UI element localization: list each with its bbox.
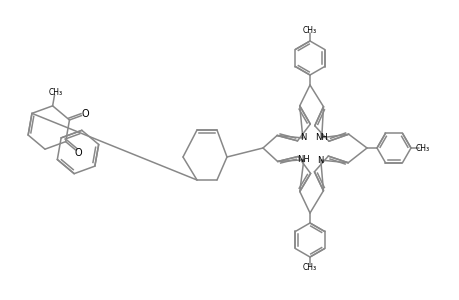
Text: O: O [75,148,82,158]
Text: CH₃: CH₃ [48,88,62,97]
Text: N: N [317,156,323,165]
Text: O: O [81,109,89,119]
Text: NH: NH [315,133,327,142]
Text: N: N [299,134,305,142]
Text: CH₃: CH₃ [302,26,316,34]
Text: NH: NH [297,155,309,164]
Text: CH₃: CH₃ [415,143,429,152]
Text: CH₃: CH₃ [302,263,316,272]
